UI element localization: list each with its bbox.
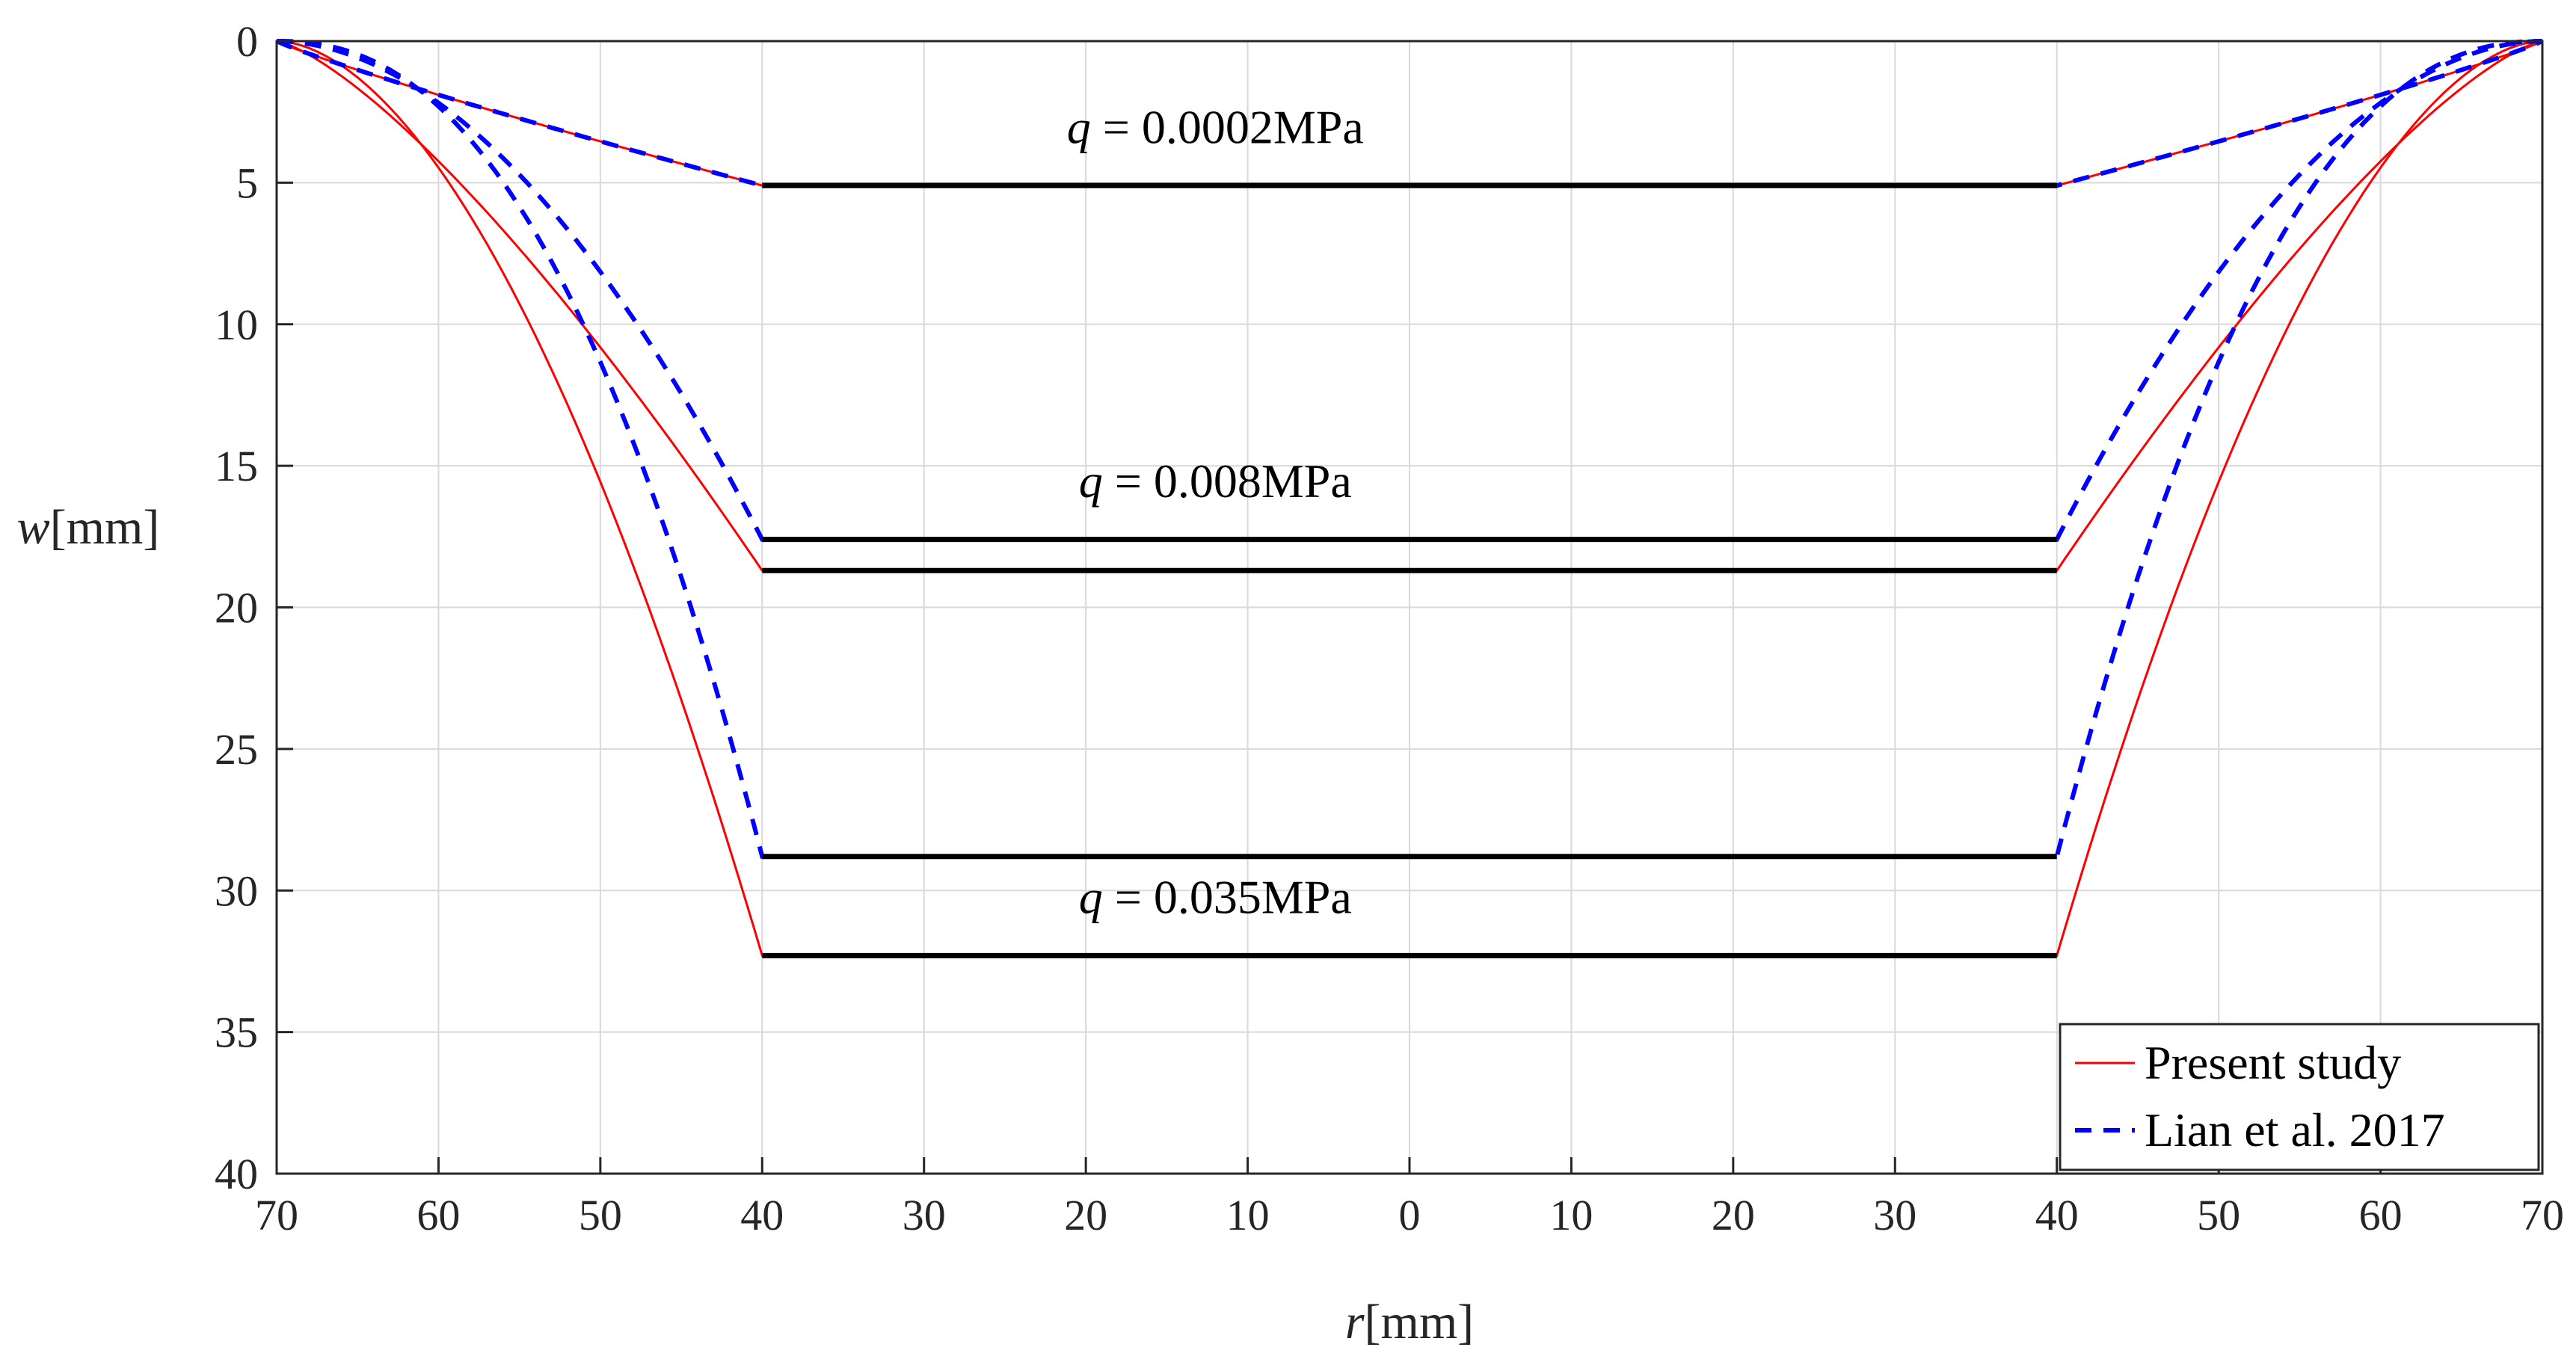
x-tick-label-2: 50 (579, 1191, 622, 1239)
x-tick-label-3: 40 (740, 1191, 784, 1239)
load-label-2: q = 0.035MPa (1079, 871, 1352, 924)
y-axis-var: w (17, 500, 50, 555)
x-tick-label-14: 70 (2521, 1191, 2564, 1239)
load-label-value-0: = 0.0002MPa (1091, 100, 1364, 153)
y-tick-label-7: 35 (215, 1008, 258, 1057)
y-tick-labels: 0 5 10 15 20 25 30 35 40 (215, 17, 293, 1198)
x-tick-label-9: 20 (1712, 1191, 1755, 1239)
load-label-value-1: = 0.008MPa (1103, 455, 1352, 508)
y-tick-label-1: 5 (236, 158, 258, 207)
load-label-1: q = 0.008MPa (1079, 455, 1352, 508)
x-tick-label-12: 50 (2197, 1191, 2240, 1239)
x-tick-label-5: 20 (1064, 1191, 1107, 1239)
y-axis-unit: [mm] (50, 500, 160, 555)
x-tick-label-6: 10 (1226, 1191, 1270, 1239)
x-tick-labels: 70 60 50 40 30 20 10 0 10 20 30 40 50 60 70 (255, 1157, 2564, 1239)
load-label-symbol-0: q (1067, 100, 1091, 153)
x-tick-label-1: 60 (416, 1191, 460, 1239)
load-label-symbol-2: q (1079, 871, 1103, 924)
x-axis-label: r[mm] (1345, 1295, 1474, 1349)
lian-curve-0 (275, 39, 2544, 188)
x-tick-label-10: 30 (1873, 1191, 1916, 1239)
y-tick-label-4: 20 (215, 584, 258, 632)
x-tick-label-0: 70 (255, 1191, 298, 1239)
legend-label-lian: Lian et al. 2017 (2145, 1103, 2445, 1156)
x-tick-label-11: 40 (2035, 1191, 2079, 1239)
legend-label-present: Present study (2145, 1036, 2401, 1089)
x-tick-label-8: 10 (1549, 1191, 1593, 1239)
x-tick-label-13: 60 (2359, 1191, 2403, 1239)
load-label-value-2: = 0.035MPa (1103, 871, 1352, 924)
x-axis-unit: [mm] (1365, 1295, 1475, 1349)
y-tick-label-3: 15 (215, 442, 258, 490)
series-group (275, 39, 2544, 958)
x-tick-label-7: 0 (1399, 1191, 1421, 1239)
y-axis-label: w[mm] (17, 500, 160, 555)
legend-box (2059, 1023, 2540, 1171)
y-tick-label-8: 40 (215, 1150, 258, 1198)
x-axis-var: r (1345, 1295, 1365, 1349)
load-label-0: q = 0.0002MPa (1067, 100, 1364, 153)
y-tick-label-6: 30 (215, 866, 258, 915)
load-label-symbol-1: q (1079, 455, 1103, 508)
x-tick-label-4: 30 (903, 1191, 946, 1239)
y-tick-label-0: 0 (236, 17, 258, 66)
y-tick-label-2: 10 (215, 301, 258, 349)
legend: Present study Lian et al. 2017 (2059, 1023, 2540, 1171)
y-tick-label-5: 25 (215, 725, 258, 774)
